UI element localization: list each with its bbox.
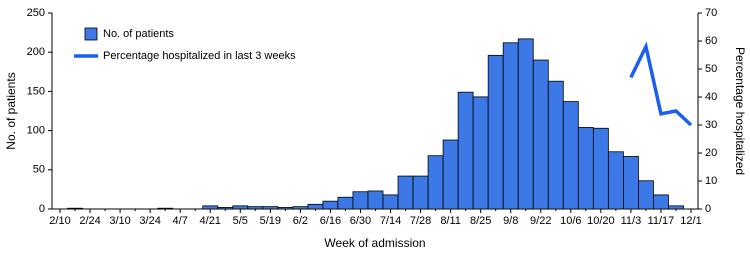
y-tick-label: 100 bbox=[27, 125, 45, 137]
bar bbox=[67, 207, 83, 210]
x-tick-label: 5/19 bbox=[260, 215, 281, 227]
y-axis-label: No. of patients bbox=[4, 72, 18, 149]
bar bbox=[577, 127, 594, 210]
bar bbox=[653, 194, 669, 210]
x-tick-label: 3/10 bbox=[109, 215, 130, 227]
bar bbox=[352, 191, 369, 210]
bar bbox=[382, 194, 399, 210]
legend-swatch bbox=[84, 27, 98, 41]
x-tick-label: 2/24 bbox=[79, 215, 100, 227]
bar bbox=[562, 101, 579, 210]
x-tick-label: 11/3 bbox=[621, 215, 642, 227]
y-tick-label: 200 bbox=[27, 46, 45, 58]
y2-tick-label: 10 bbox=[705, 175, 717, 187]
x-tick-label: 7/14 bbox=[380, 215, 401, 227]
bar bbox=[367, 190, 384, 210]
y2-tick-label: 70 bbox=[705, 7, 717, 19]
x-tick-label: 4/21 bbox=[200, 215, 221, 227]
y-tick-label: 0 bbox=[39, 203, 45, 215]
x-tick-label: 8/25 bbox=[470, 215, 491, 227]
legend-label: Percentage hospitalized in last 3 weeks bbox=[103, 50, 296, 62]
bar bbox=[247, 206, 264, 210]
bar bbox=[502, 42, 519, 210]
x-tick-label: 6/30 bbox=[350, 215, 371, 227]
y2-tick-label: 40 bbox=[705, 91, 717, 103]
x-tick-label: 5/5 bbox=[233, 215, 248, 227]
x-axis-label: Week of admission bbox=[324, 236, 425, 250]
x-tick-label: 9/22 bbox=[530, 215, 551, 227]
x-tick-label: 11/17 bbox=[648, 215, 675, 227]
line bbox=[629, 41, 693, 127]
bar bbox=[277, 207, 294, 210]
y2-tick-label: 50 bbox=[705, 63, 717, 75]
y2-tick-label: 60 bbox=[705, 35, 717, 47]
bar bbox=[532, 59, 549, 210]
x-tick-label: 9/8 bbox=[503, 215, 518, 227]
bar bbox=[592, 127, 609, 210]
bar bbox=[337, 196, 354, 210]
bar bbox=[412, 175, 429, 210]
x-tick-label: 6/2 bbox=[293, 215, 308, 227]
y2-tick-label: 0 bbox=[705, 203, 711, 215]
bar bbox=[262, 206, 279, 210]
x-tick-label: 3/24 bbox=[139, 215, 160, 227]
x-tick-label: 10/20 bbox=[587, 215, 615, 227]
x-tick-label: 6/16 bbox=[320, 215, 341, 227]
bar bbox=[442, 139, 459, 210]
bar bbox=[638, 180, 654, 210]
bar bbox=[472, 96, 489, 210]
y2-tick-label: 20 bbox=[705, 147, 717, 159]
x-tick-label: 7/28 bbox=[410, 215, 431, 227]
x-tick-label: 2/10 bbox=[49, 215, 70, 227]
y-tick-label: 250 bbox=[27, 7, 45, 19]
bar bbox=[292, 206, 309, 210]
bar bbox=[217, 207, 234, 210]
bar bbox=[397, 175, 414, 210]
y-tick-label: 50 bbox=[33, 164, 45, 176]
bar bbox=[427, 155, 444, 210]
bar bbox=[487, 54, 504, 210]
x-tick-label: 12/1 bbox=[680, 215, 701, 227]
bar bbox=[202, 205, 219, 210]
x-tick-label: 4/7 bbox=[173, 215, 188, 227]
bar bbox=[232, 205, 249, 210]
y-tick-label: 150 bbox=[27, 85, 45, 97]
legend-label: No. of patients bbox=[103, 28, 174, 40]
bar bbox=[622, 156, 639, 210]
x-tick-label: 10/6 bbox=[560, 215, 581, 227]
bar bbox=[668, 205, 684, 210]
y2-axis-label: Percentage hospitalized bbox=[733, 47, 747, 175]
bar bbox=[157, 207, 174, 210]
bar bbox=[457, 91, 474, 210]
bar bbox=[307, 203, 324, 210]
bar bbox=[322, 200, 339, 210]
bar bbox=[607, 151, 624, 210]
bar bbox=[517, 38, 534, 210]
x-tick-label: 8/11 bbox=[440, 215, 461, 227]
y2-tick-label: 30 bbox=[705, 119, 717, 131]
bar bbox=[547, 80, 564, 210]
